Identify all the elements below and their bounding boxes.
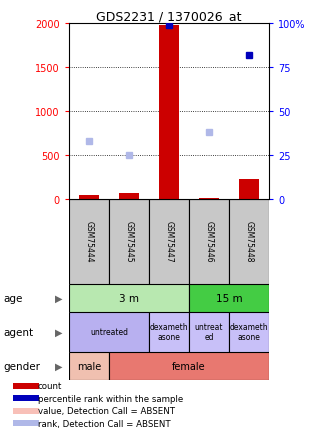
Text: dexameth
asone: dexameth asone	[230, 322, 269, 342]
Text: female: female	[172, 361, 206, 371]
Text: GSM75444: GSM75444	[85, 221, 93, 263]
Bar	[199, 198, 219, 199]
Text: GSM75446: GSM75446	[205, 221, 213, 263]
Text: untreat
ed: untreat ed	[195, 322, 223, 342]
Bar	[149, 312, 189, 352]
Bar	[79, 196, 99, 199]
Text: untreated: untreated	[90, 327, 128, 336]
Text: count: count	[38, 381, 62, 390]
Text: value, Detection Call = ABSENT: value, Detection Call = ABSENT	[38, 406, 175, 415]
Bar	[69, 284, 189, 312]
Bar	[69, 352, 109, 380]
Bar	[109, 352, 269, 380]
Bar	[189, 199, 229, 284]
Bar	[13, 420, 39, 426]
Bar	[69, 312, 149, 352]
Text: agent: agent	[3, 327, 33, 337]
Text: ▶: ▶	[55, 327, 63, 337]
Bar	[239, 180, 259, 199]
Text: ▶: ▶	[55, 293, 63, 303]
Text: 3 m: 3 m	[119, 293, 139, 303]
Text: percentile rank within the sample: percentile rank within the sample	[38, 394, 183, 403]
Text: 15 m: 15 m	[216, 293, 243, 303]
Text: dexameth
asone: dexameth asone	[150, 322, 188, 342]
Bar	[189, 284, 269, 312]
Bar	[109, 199, 149, 284]
Bar	[13, 395, 39, 401]
Text: rank, Detection Call = ABSENT: rank, Detection Call = ABSENT	[38, 419, 170, 427]
Bar	[229, 199, 269, 284]
Text: GSM75447: GSM75447	[165, 221, 173, 263]
Bar	[149, 199, 189, 284]
Text: ▶: ▶	[55, 361, 63, 371]
Text: male: male	[77, 361, 101, 371]
Bar	[13, 383, 39, 389]
Title: GDS2231 / 1370026_at: GDS2231 / 1370026_at	[96, 10, 242, 23]
Bar	[13, 408, 39, 414]
Bar	[159, 26, 179, 199]
Text: age: age	[3, 293, 23, 303]
Bar	[69, 199, 109, 284]
Bar	[189, 312, 229, 352]
Bar	[229, 312, 269, 352]
Text: GSM75445: GSM75445	[125, 221, 133, 263]
Text: GSM75448: GSM75448	[245, 221, 254, 262]
Bar	[119, 194, 139, 199]
Text: gender: gender	[3, 361, 40, 371]
